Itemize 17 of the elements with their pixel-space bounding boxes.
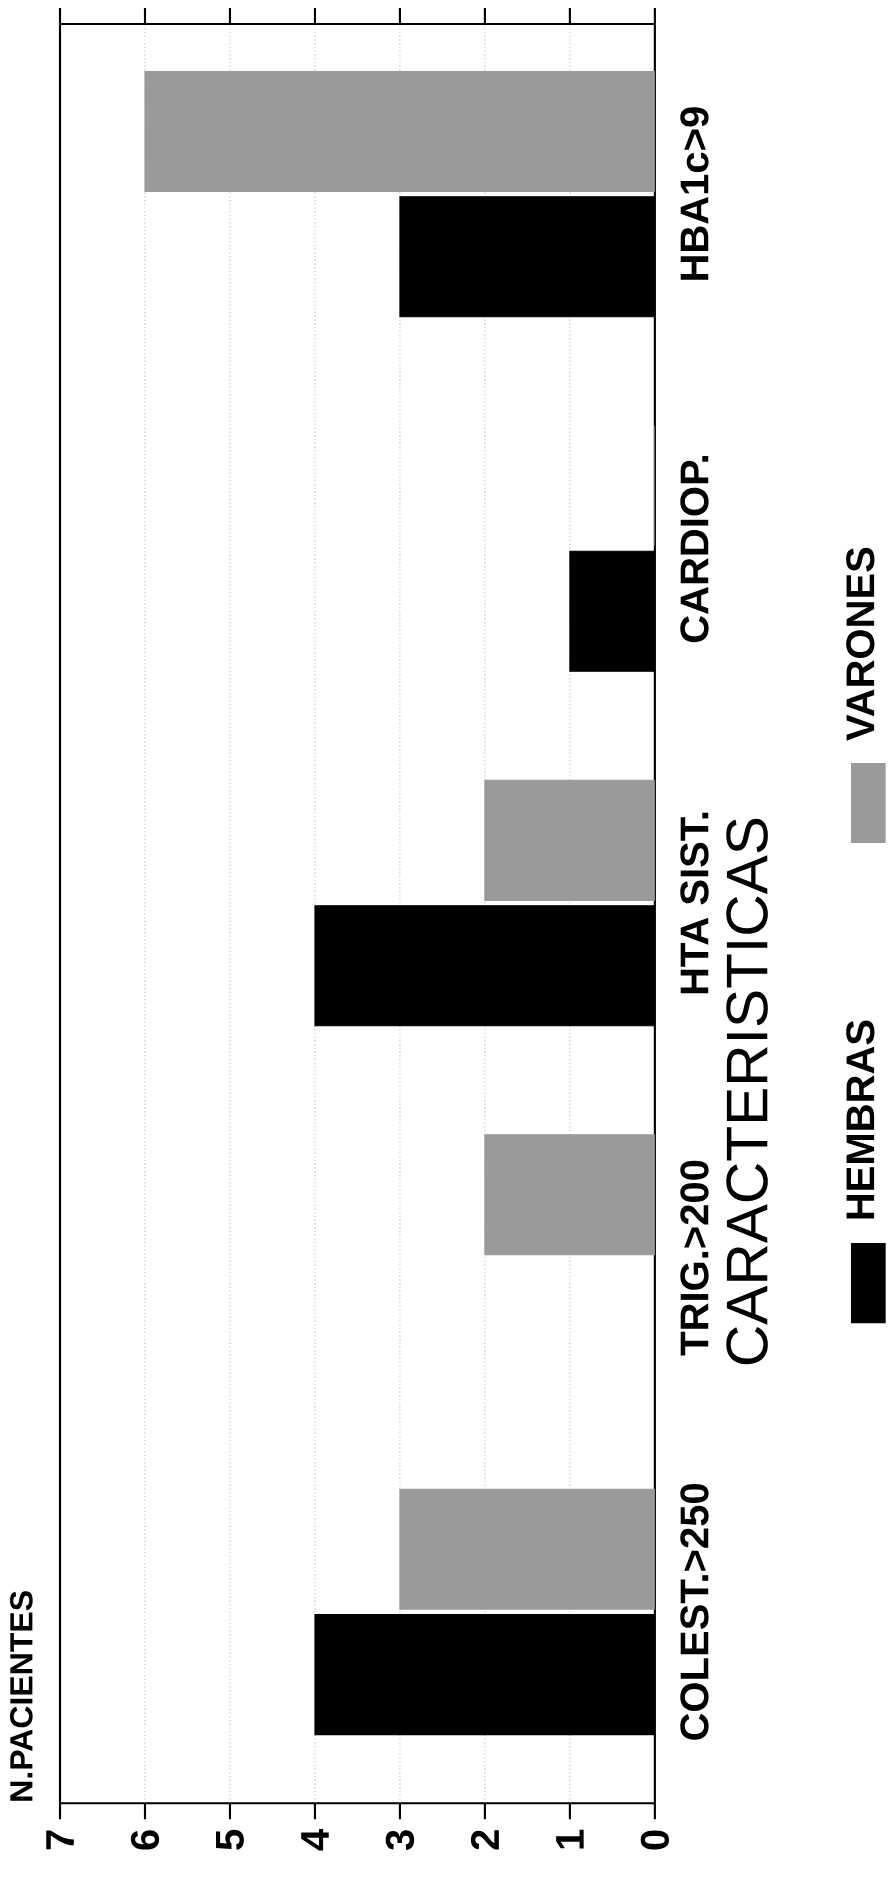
y-tick-label: TRIG.>200 bbox=[680, 1160, 709, 1356]
text: VARONES bbox=[846, 547, 875, 741]
x-tick-label: 4 bbox=[301, 1828, 329, 1851]
text: N.PACIENTES bbox=[9, 1591, 33, 1801]
x-tick-label: 5 bbox=[215, 1829, 244, 1850]
y-tick-label: HBA1c>9 bbox=[680, 107, 709, 280]
x-tick-label: 2 bbox=[470, 1830, 499, 1850]
text: HEMBRAS bbox=[846, 1020, 875, 1219]
y-tick-label: CARDIOP. bbox=[680, 456, 709, 643]
x-tick-label: 0 bbox=[640, 1830, 669, 1850]
x-tick-label: 7 bbox=[46, 1830, 74, 1850]
y-axis-title: CARACTERISTICAS bbox=[726, 818, 768, 1365]
y-tick-label: COLEST.>250 bbox=[680, 1483, 709, 1740]
y-tick-label: HTA SIST. bbox=[680, 812, 709, 994]
x-tick-label: 1 bbox=[555, 1829, 584, 1849]
x-tick-label: 6 bbox=[130, 1830, 159, 1850]
x-tick-label: 3 bbox=[385, 1830, 414, 1851]
